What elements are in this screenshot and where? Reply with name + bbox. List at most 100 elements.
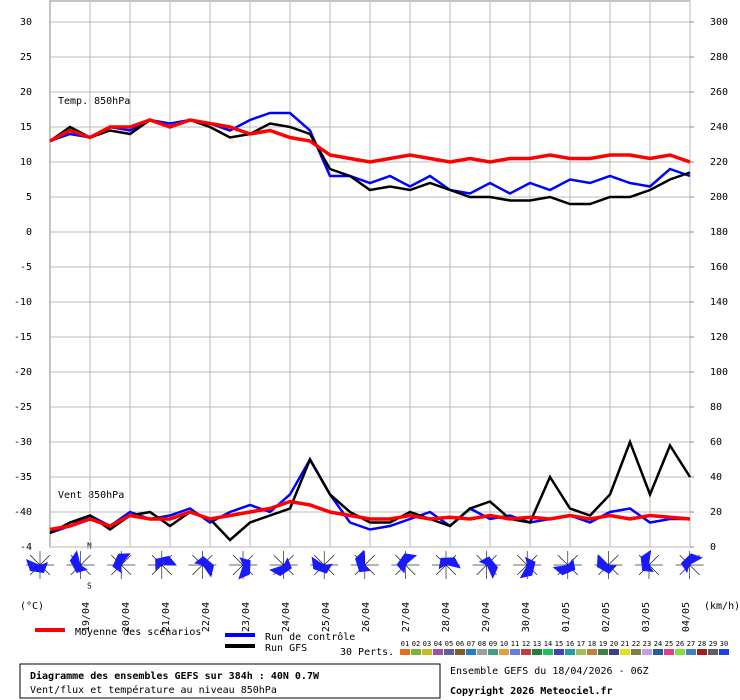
rose-spoke bbox=[435, 564, 447, 576]
legend-label: 06 bbox=[456, 640, 464, 648]
legend-label: Run GFS bbox=[265, 643, 307, 654]
rose-petal bbox=[238, 557, 251, 580]
title-box bbox=[19, 663, 441, 699]
x-tick-label: 27/04 bbox=[401, 602, 412, 632]
rose-spoke bbox=[151, 564, 163, 576]
legend-label: 26 bbox=[676, 640, 684, 648]
x-tick-label: 21/04 bbox=[161, 602, 172, 632]
y2-unit: (km/h) bbox=[704, 601, 740, 612]
legend-swatch bbox=[631, 649, 641, 655]
y2-tick-label: 20 bbox=[710, 507, 722, 518]
legend-swatch bbox=[422, 649, 432, 655]
wind-rose bbox=[107, 551, 136, 579]
rose-petal bbox=[680, 553, 703, 574]
legend-swatch bbox=[400, 649, 410, 655]
legend-label: 19 bbox=[599, 640, 607, 648]
x-tick-label: 19/04 bbox=[81, 602, 92, 632]
y-tick-label: -35 bbox=[14, 472, 32, 483]
legend-label: 15 bbox=[555, 640, 563, 648]
legend-label: 01 bbox=[401, 640, 409, 648]
y2-tick-label: 280 bbox=[710, 52, 728, 63]
y2-tick-label: 140 bbox=[710, 297, 728, 308]
rose-spoke bbox=[405, 564, 416, 576]
legend-swatch bbox=[708, 649, 718, 655]
wind-rose bbox=[229, 551, 257, 580]
legend-label: 30 Perts. bbox=[340, 647, 394, 658]
legend-label: 10 bbox=[500, 640, 508, 648]
y2-tick-label: 260 bbox=[710, 87, 728, 98]
legend-label: 27 bbox=[687, 640, 695, 648]
wind-rose bbox=[26, 551, 54, 579]
series-line bbox=[49, 438, 692, 542]
rose-spoke bbox=[689, 564, 700, 576]
legend-label: 25 bbox=[665, 640, 673, 648]
rose-petal bbox=[552, 558, 576, 576]
legend-label: Run de contrôle bbox=[265, 631, 355, 643]
legend-label: 16 bbox=[566, 640, 574, 648]
wind-rose bbox=[472, 551, 501, 579]
legend-swatch bbox=[620, 649, 630, 655]
rose-spoke bbox=[323, 554, 335, 566]
rose-petal bbox=[596, 554, 617, 574]
legend-swatch bbox=[675, 649, 685, 655]
rose-petal bbox=[112, 553, 131, 574]
x-tick-label: 02/05 bbox=[601, 602, 612, 632]
y-tick-label: -30 bbox=[14, 437, 32, 448]
x-tick-label: 23/04 bbox=[241, 602, 252, 632]
y-tick-label: 10 bbox=[20, 157, 32, 168]
rose-petal bbox=[194, 556, 215, 578]
wind-rose bbox=[391, 551, 420, 579]
rose-petal bbox=[640, 549, 654, 572]
annotation: Vent 850hPa bbox=[58, 490, 124, 501]
wind-rose bbox=[552, 551, 582, 579]
legend-swatch bbox=[686, 649, 696, 655]
x-tick-label: 22/04 bbox=[201, 602, 212, 632]
rose-petal bbox=[519, 556, 536, 579]
y2-tick-label: 100 bbox=[710, 367, 728, 378]
rose-petal bbox=[155, 555, 178, 571]
legend-swatch bbox=[521, 649, 531, 655]
y-tick-label: 20 bbox=[20, 87, 32, 98]
legend-label: 17 bbox=[577, 640, 585, 648]
legend-swatch bbox=[444, 649, 454, 655]
legend-swatch bbox=[598, 649, 608, 655]
y-tick-label: -5 bbox=[20, 262, 32, 273]
rose-spoke bbox=[192, 564, 203, 576]
y2-tick-label: 120 bbox=[710, 332, 728, 343]
legend-label: 04 bbox=[434, 640, 442, 648]
legend-swatch bbox=[510, 649, 520, 655]
legend-swatch bbox=[466, 649, 476, 655]
legend-label: 05 bbox=[445, 640, 453, 648]
rose-petal bbox=[438, 557, 461, 570]
rose-petal bbox=[69, 550, 88, 574]
legend-label: 07 bbox=[467, 640, 475, 648]
y-tick-label: 30 bbox=[20, 17, 32, 28]
annotation: Temp. 850hPa bbox=[58, 96, 130, 107]
legend-label: 22 bbox=[632, 640, 640, 648]
legend-swatch bbox=[532, 649, 542, 655]
y2-tick-label: 80 bbox=[710, 402, 722, 413]
y-tick-label: -15 bbox=[14, 332, 32, 343]
rose-spoke bbox=[557, 554, 569, 566]
y2-tick-label: 300 bbox=[710, 17, 728, 28]
legend-label: 13 bbox=[533, 640, 541, 648]
legend-label: 29 bbox=[709, 640, 717, 648]
x-tick-label: 26/04 bbox=[361, 602, 372, 632]
legend-label: 14 bbox=[544, 640, 552, 648]
wind-rose bbox=[432, 551, 461, 579]
legend-label: 12 bbox=[522, 640, 530, 648]
x-tick-label: 04/05 bbox=[681, 602, 692, 632]
legend-label: 03 bbox=[423, 640, 431, 648]
wind-rose bbox=[147, 551, 178, 579]
y-tick-label: 15 bbox=[20, 122, 32, 133]
legend-label: 28 bbox=[698, 640, 706, 648]
legend-label: Moyenne des scénarios bbox=[75, 626, 201, 638]
rose-spoke bbox=[608, 554, 619, 566]
rose-spoke bbox=[29, 554, 41, 566]
rose-spoke bbox=[120, 554, 132, 566]
x-tick-label: 01/05 bbox=[561, 602, 572, 632]
legend-swatch bbox=[609, 649, 619, 655]
chart-subtitle: Vent/flux et température au niveau 850hP… bbox=[30, 684, 277, 696]
legend-swatch bbox=[455, 649, 465, 655]
wind-rose bbox=[513, 551, 542, 579]
